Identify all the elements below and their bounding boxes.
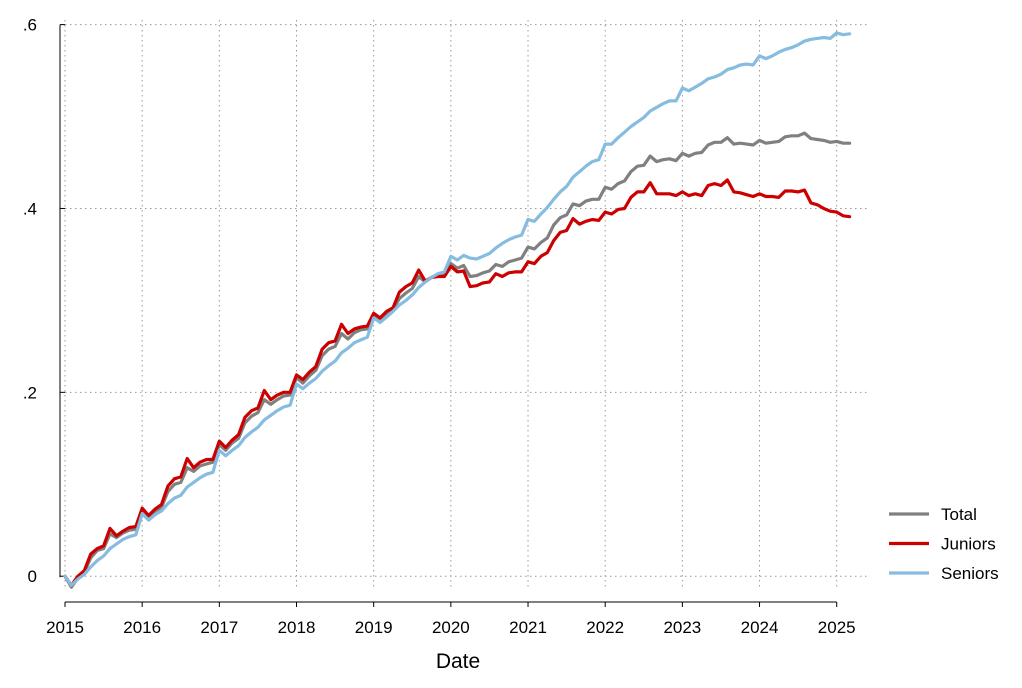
x-axis-title: Date [436,650,480,673]
axes: 0 .2 .4 .6 2015 2016 2017 2018 2019 2020 2021 2022 2… [23,16,856,637]
legend-label-juniors: Juniors [941,535,996,554]
x-tick-label: 2016 [123,618,161,637]
x-tick-label: 2025 [818,618,856,637]
series-line-juniors [63,178,852,587]
y-tick-label: .2 [23,383,37,402]
x-tick-label: 2015 [46,618,84,637]
y-tick-label: 0 [28,567,37,586]
x-tick-label: 2023 [663,618,701,637]
x-tick-label: 2018 [278,618,316,637]
series-lines [63,31,852,589]
x-tick-label: 2017 [200,618,238,637]
x-tick-label: 2019 [355,618,393,637]
legend-label-total: Total [941,505,977,524]
y-tick-label: .4 [23,199,37,218]
x-tick-label: 2024 [741,618,779,637]
y-tick-label: .6 [23,16,37,35]
series-line-total [63,131,852,589]
legend: Total Juniors Seniors [889,505,999,583]
series-line-seniors [63,31,852,587]
x-tick-label: 2020 [432,618,470,637]
x-tick-label: 2022 [586,618,624,637]
gridlines [64,20,868,590]
legend-label-seniors: Seniors [941,564,999,583]
x-tick-label: 2021 [509,618,547,637]
